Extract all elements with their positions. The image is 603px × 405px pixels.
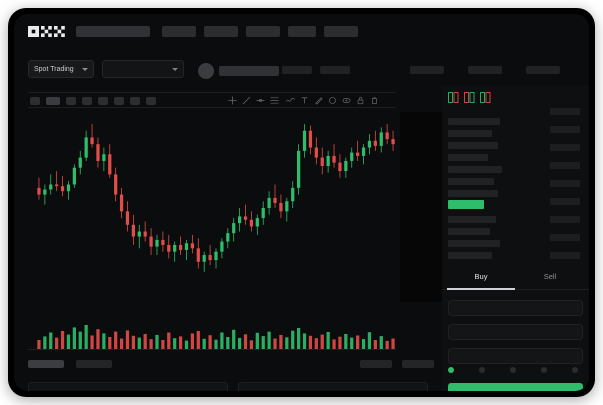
- trading-mode-select[interactable]: Spot Trading: [28, 60, 94, 78]
- search-input[interactable]: [76, 26, 150, 37]
- order-book-panel: Buy Sell: [442, 86, 589, 391]
- orderbook-row[interactable]: [550, 126, 580, 133]
- toolbar-timeframe-15m[interactable]: [66, 97, 76, 105]
- volume-baseline: [28, 349, 396, 350]
- nav-item-5[interactable]: [324, 26, 358, 37]
- top-navigation-bar: [14, 14, 589, 48]
- order-total-input[interactable]: [448, 348, 583, 364]
- toolbar-timeframe-active[interactable]: [46, 97, 60, 105]
- stat-low-24h: [410, 66, 444, 74]
- eye-icon[interactable]: [342, 96, 351, 105]
- stat-high-24h: [320, 66, 350, 74]
- chart-toolbar: [28, 92, 396, 108]
- bottom-card-left[interactable]: [28, 382, 228, 391]
- slider-step-0[interactable]: [448, 367, 454, 373]
- orderbook-row[interactable]: [550, 180, 580, 187]
- toolbar-timeframe-more[interactable]: [146, 97, 156, 105]
- bottom-tab-bar: [28, 360, 438, 372]
- orderbook-row[interactable]: [448, 216, 496, 223]
- trendline-icon[interactable]: [242, 96, 251, 105]
- toolbar-timeframe-1d[interactable]: [114, 97, 124, 105]
- tab-buy[interactable]: Buy: [474, 272, 488, 281]
- app-screen: Spot Trading: [14, 14, 589, 391]
- device-frame: Spot Trading: [8, 8, 595, 397]
- orderbook-asks-icon[interactable]: [480, 92, 491, 103]
- trading-mode-label: Spot Trading: [34, 65, 74, 73]
- bottom-tab-positions[interactable]: [402, 360, 434, 368]
- toolbar-timeframe-1h[interactable]: [82, 97, 92, 105]
- orderbook-row[interactable]: [550, 252, 580, 259]
- order-form-tabs: Buy Sell: [442, 268, 589, 290]
- orderbook-row[interactable]: [448, 166, 502, 173]
- price-chart[interactable]: [24, 112, 400, 302]
- lock-icon[interactable]: [356, 96, 365, 105]
- orderbook-all-icon[interactable]: [448, 92, 459, 103]
- chart-mask-edge: [403, 112, 444, 302]
- bottom-tab-open-orders[interactable]: [28, 360, 64, 368]
- horizontal-line-icon[interactable]: [256, 96, 265, 105]
- toolbar-timeframe-1m[interactable]: [30, 97, 40, 105]
- orderbook-view-toggle: [448, 92, 491, 103]
- orderbook-row[interactable]: [550, 162, 580, 169]
- stat-volume-24h: [468, 66, 502, 74]
- fib-icon[interactable]: [270, 96, 279, 105]
- chevron-down-icon: [82, 67, 88, 71]
- orderbook-row[interactable]: [448, 142, 498, 149]
- nav-item-1[interactable]: [162, 26, 196, 37]
- trash-icon[interactable]: [370, 96, 379, 105]
- orderbook-row[interactable]: [448, 154, 488, 161]
- orderbook-bids-icon[interactable]: [464, 92, 475, 103]
- orderbook-row[interactable]: [550, 198, 580, 205]
- orderbook-row[interactable]: [550, 144, 580, 151]
- slider-step-1[interactable]: [479, 367, 485, 373]
- toolbar-timeframe-4h[interactable]: [98, 97, 108, 105]
- okx-logo-icon[interactable]: [28, 25, 66, 38]
- slider-step-2[interactable]: [510, 367, 516, 373]
- toolbar-timeframe-1w[interactable]: [130, 97, 140, 105]
- stat-change-24h: [282, 66, 312, 74]
- orderbook-row[interactable]: [448, 190, 498, 197]
- orderbook-row[interactable]: [448, 252, 492, 259]
- order-amount-input[interactable]: [448, 324, 583, 340]
- amount-slider[interactable]: [448, 367, 583, 377]
- orderbook-row[interactable]: [448, 130, 492, 137]
- bottom-tab-order-history[interactable]: [76, 360, 112, 368]
- orderbook-last-price-row: [448, 200, 484, 209]
- coin-avatar-icon: [198, 63, 214, 79]
- text-icon[interactable]: [300, 96, 309, 105]
- stat-turnover-24h: [526, 66, 560, 74]
- nav-item-3[interactable]: [246, 26, 280, 37]
- bottom-tab-assets[interactable]: [360, 360, 392, 368]
- nav-item-4[interactable]: [288, 26, 316, 37]
- bottom-card-right[interactable]: [238, 382, 428, 391]
- orderbook-row[interactable]: [448, 228, 490, 235]
- pair-selector[interactable]: [102, 60, 184, 78]
- brush-icon[interactable]: [314, 96, 323, 105]
- chevron-down-icon: [172, 68, 178, 71]
- crosshair-icon[interactable]: [228, 96, 237, 105]
- slider-step-4[interactable]: [572, 367, 578, 373]
- tab-sell[interactable]: Sell: [543, 272, 557, 281]
- orderbook-row[interactable]: [448, 240, 500, 247]
- sub-header: Spot Trading: [14, 54, 589, 90]
- magnet-icon[interactable]: [328, 96, 337, 105]
- slider-step-3[interactable]: [541, 367, 547, 373]
- orderbook-row[interactable]: [448, 118, 500, 125]
- wave-icon[interactable]: [286, 96, 295, 105]
- nav-item-2[interactable]: [204, 26, 238, 37]
- submit-buy-button[interactable]: [448, 383, 583, 391]
- orderbook-row[interactable]: [550, 108, 580, 115]
- volume-chart: [24, 310, 400, 352]
- order-price-input[interactable]: [448, 300, 583, 316]
- orderbook-row[interactable]: [550, 234, 580, 241]
- ticker-price-value: [219, 66, 279, 76]
- orderbook-row[interactable]: [448, 178, 494, 185]
- active-tab-underline: [447, 288, 515, 290]
- orderbook-row[interactable]: [550, 216, 580, 223]
